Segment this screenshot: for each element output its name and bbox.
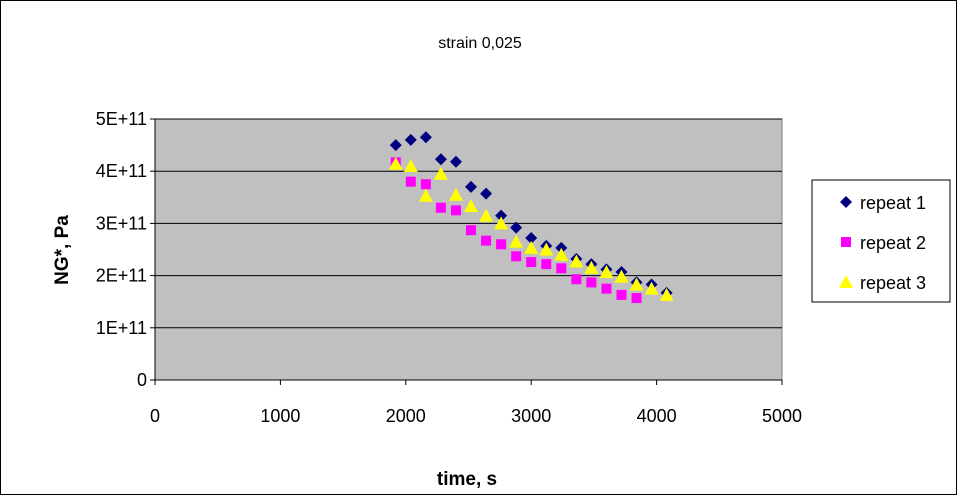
legend-marker <box>840 196 852 208</box>
data-point <box>480 187 493 200</box>
y-tick-label: 1E+11 <box>96 318 147 338</box>
data-point <box>524 240 539 254</box>
gridlines <box>155 118 782 329</box>
legend-item: repeat 2 <box>841 233 926 253</box>
data-point <box>584 260 599 274</box>
data-point <box>466 225 477 236</box>
data-point <box>420 179 431 190</box>
data-point <box>419 131 432 144</box>
data-point <box>403 158 418 172</box>
data-point <box>450 205 461 216</box>
x-tick-label: 5000 <box>762 406 802 426</box>
legend-label: repeat 2 <box>860 233 926 253</box>
data-point <box>388 156 403 170</box>
data-point <box>631 293 642 304</box>
x-tick-label: 3000 <box>511 406 551 426</box>
data-point <box>405 176 416 187</box>
data-point <box>556 263 567 274</box>
data-point <box>554 247 569 261</box>
data-point <box>434 153 447 166</box>
series-3 <box>388 156 674 301</box>
legend-marker <box>841 237 851 247</box>
legend: repeat 1 repeat 2 repeat 3 <box>811 179 951 303</box>
y-tick-label: 5E+11 <box>96 109 147 129</box>
data-point <box>464 199 479 213</box>
data-point <box>496 239 507 250</box>
data-point <box>599 264 614 278</box>
legend-label: repeat 3 <box>860 273 926 293</box>
data-point <box>644 281 659 295</box>
y-tick-label: 2E+11 <box>96 266 147 286</box>
data-point <box>418 188 433 202</box>
y-axis-title: NG*, Pa <box>52 215 73 285</box>
y-tick-label: 4E+11 <box>96 161 147 181</box>
y-tick-label: 0 <box>137 370 147 390</box>
data-point <box>659 287 674 301</box>
data-point <box>539 242 554 256</box>
data-point <box>511 251 522 262</box>
data-point <box>465 180 478 193</box>
legend-item: repeat 1 <box>840 193 926 213</box>
data-point <box>526 257 537 268</box>
legend-box <box>811 179 951 303</box>
legend-marker <box>839 275 853 288</box>
data-point <box>435 202 446 213</box>
x-tick-label: 2000 <box>386 406 426 426</box>
data-point <box>495 209 508 222</box>
data-point <box>510 221 523 234</box>
data-point <box>479 208 494 222</box>
legend-item: repeat 3 <box>839 273 926 293</box>
data-point <box>389 139 402 152</box>
data-point <box>525 232 538 245</box>
data-point <box>404 133 417 146</box>
data-point <box>494 216 509 230</box>
data-point <box>571 274 582 285</box>
data-point <box>541 259 552 270</box>
plot-area <box>154 118 783 381</box>
x-axis-title: time, s <box>437 469 497 490</box>
data-point <box>616 289 627 300</box>
chart-title: strain 0,025 <box>438 35 522 52</box>
y-tick-label: 3E+11 <box>96 213 147 233</box>
data-point <box>509 234 524 248</box>
data-point <box>601 283 612 294</box>
data-point <box>433 166 448 180</box>
axes <box>150 118 783 385</box>
data-point <box>449 155 462 168</box>
data-point <box>569 254 584 268</box>
x-tick-label: 0 <box>150 406 160 426</box>
data-point <box>614 269 629 283</box>
x-tick-label: 1000 <box>260 406 300 426</box>
data-markers <box>388 131 674 304</box>
tick-labels: 0 1E+11 2E+11 3E+11 4E+11 5E+11 0 1000 2000 3000 4… <box>96 109 802 426</box>
data-point <box>629 277 644 291</box>
legend-label: repeat 1 <box>860 193 926 213</box>
data-point <box>481 235 492 246</box>
data-point <box>586 277 597 288</box>
x-tick-label: 4000 <box>637 406 677 426</box>
data-point <box>448 187 463 201</box>
